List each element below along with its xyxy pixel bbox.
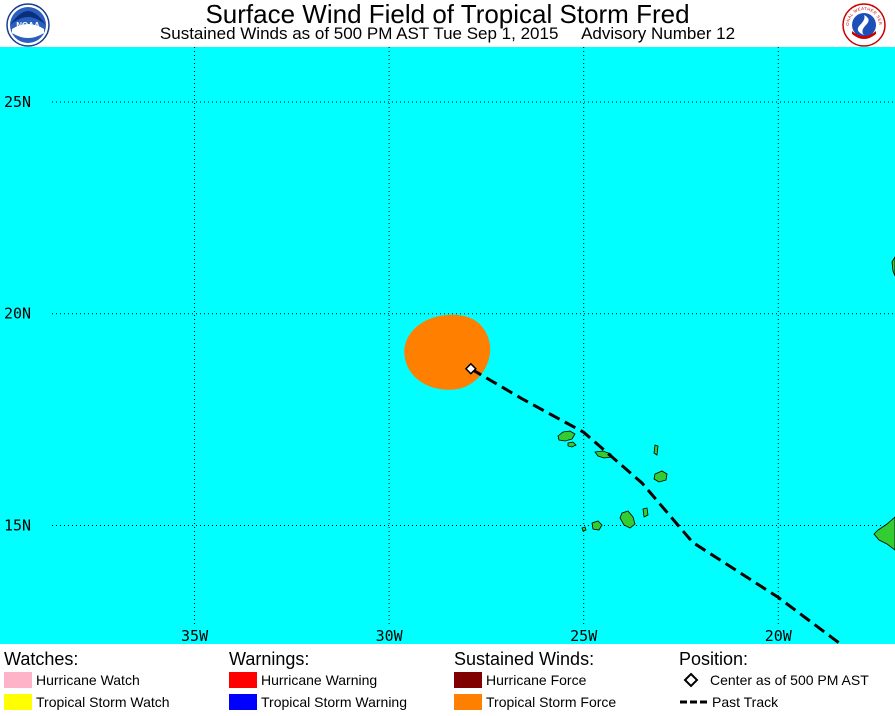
legend-winds-heading: Sustained Winds: [454, 649, 595, 669]
legend-hurricane-force-label: Hurricane Force [486, 672, 587, 688]
svg-text:NOAA: NOAA [16, 21, 40, 30]
legend-hurricane-warning-label: Hurricane Warning [261, 672, 378, 688]
legend-hurricane-force-swatch [454, 672, 482, 688]
island-fogo [591, 520, 603, 531]
storm-center-marker [464, 362, 477, 375]
cape-verde-islands [557, 256, 895, 551]
latitude-label-15n: 15N [4, 516, 31, 534]
map-subtitle: Sustained Winds as of 500 PM AST Tue Sep… [159, 24, 736, 43]
past-track-line [470, 367, 842, 644]
latitude-label-20n: 20N [4, 305, 31, 323]
lat-lon-grid [52, 47, 895, 626]
header: NOAA Surface Wind Field of Tropical Stor… [0, 0, 895, 47]
legend-warnings-heading: Warnings: [229, 649, 310, 669]
coast-africa-mauritania [891, 256, 895, 277]
island-maio [642, 507, 649, 518]
wind-field-map: 25N 20N 15N 35W 30W 25W 20W [0, 47, 895, 644]
legend: Watches: Hurricane Watch Tropical Storm … [0, 644, 895, 716]
legend-tropical-storm-watch-label: Tropical Storm Watch [36, 694, 170, 710]
longitude-label-30w: 30W [376, 627, 404, 644]
island-boa-vista [653, 470, 668, 483]
map-title: Surface Wind Field of Tropical Storm Fre… [205, 0, 690, 29]
legend-tropical-storm-force-label: Tropical Storm Force [486, 694, 617, 710]
legend-tropical-storm-warning-label: Tropical Storm Warning [261, 694, 408, 710]
island-sao-vicente [567, 441, 577, 448]
longitude-label-25w: 25W [570, 627, 598, 644]
legend-tropical-storm-watch-swatch [4, 694, 32, 710]
island-santiago [619, 510, 636, 529]
longitude-label-35w: 35W [181, 627, 209, 644]
legend-past-track-label: Past Track [712, 694, 779, 710]
longitude-labels: 35W 30W 25W 20W [181, 627, 793, 644]
legend-center-label: Center as of 500 PM AST [710, 672, 869, 688]
legend-past-track-icon [680, 700, 708, 704]
longitude-label-20w: 20W [765, 627, 793, 644]
legend-position-heading: Position: [679, 649, 749, 669]
latitude-label-25n: 25N [4, 93, 31, 111]
legend-hurricane-watch-label: Hurricane Watch [36, 672, 140, 688]
island-brava [581, 526, 587, 532]
nws-logo-icon: NATIONAL WEATHER SERVICE [842, 3, 886, 47]
legend-center-diamond-icon [683, 672, 699, 688]
latitude-labels: 25N 20N 15N [4, 93, 31, 534]
island-santo-antao [557, 430, 576, 442]
coast-africa-senegal [873, 516, 895, 551]
legend-watches-heading: Watches: [4, 649, 79, 669]
island-sal [653, 444, 659, 456]
legend-tropical-storm-warning-swatch [229, 694, 257, 710]
legend-tropical-storm-force-swatch [454, 694, 482, 710]
legend-hurricane-warning-swatch [229, 672, 257, 688]
noaa-logo-icon: NOAA [6, 3, 50, 47]
legend-hurricane-watch-swatch [4, 672, 32, 688]
